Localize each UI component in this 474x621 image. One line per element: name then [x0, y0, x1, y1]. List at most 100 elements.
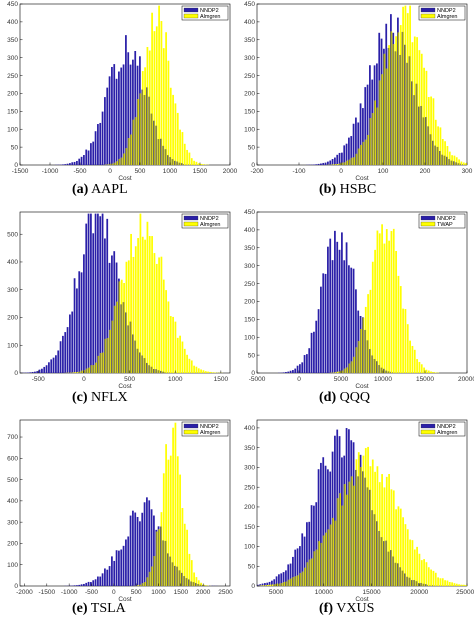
overlap-bar [141, 355, 144, 373]
bar [350, 136, 353, 165]
overlap-bar [346, 160, 348, 165]
bar [83, 254, 85, 373]
legend-swatch [183, 423, 199, 429]
bar [160, 21, 163, 166]
legend-label: Almgren [200, 222, 220, 228]
overlap-bar [381, 367, 383, 373]
bar [97, 576, 99, 586]
bar [366, 84, 369, 165]
overlap-bar [350, 157, 353, 165]
bar [132, 510, 134, 586]
bar [165, 290, 167, 373]
bar [462, 584, 465, 586]
overlap-bar [151, 113, 153, 165]
bar [183, 523, 186, 586]
overlap-bar [141, 89, 144, 165]
bar [143, 502, 146, 586]
plot-frame [256, 419, 468, 587]
bar [285, 372, 287, 373]
bar [146, 221, 149, 373]
x-tick-label: 1500 [214, 376, 229, 383]
bar [317, 163, 320, 165]
overlap-bar [120, 157, 123, 165]
bar [423, 559, 425, 586]
overlap-bar [444, 155, 446, 165]
bar [294, 368, 297, 373]
bar [341, 232, 343, 373]
overlap-bar [367, 134, 369, 165]
x-tick-label: 2000 [223, 168, 238, 175]
bar [162, 473, 165, 586]
bar [336, 164, 339, 165]
overlap-bar [343, 484, 346, 586]
bar [264, 583, 266, 586]
x-tick-label: 500 [131, 589, 142, 596]
bar [71, 162, 74, 165]
bar [399, 508, 402, 586]
bar [57, 350, 60, 373]
overlap-bar [343, 368, 346, 373]
legend-label: NNDP2 [200, 8, 219, 14]
bar [76, 585, 78, 586]
overlap-bar [134, 340, 137, 373]
legend-swatch [420, 7, 436, 13]
bar [108, 566, 111, 586]
bar [94, 131, 97, 165]
bar [409, 340, 411, 373]
bar [402, 517, 404, 586]
y-tick-label: 500 [7, 231, 18, 238]
overlap-bar [441, 154, 444, 165]
y-tick-label: 250 [244, 484, 255, 491]
bar [320, 462, 322, 586]
overlap-bar [179, 162, 181, 165]
bar [104, 97, 106, 165]
overlap-bar [367, 340, 369, 373]
bar [34, 371, 36, 373]
caption-vxus: (f) VXUS [319, 601, 375, 616]
x-axis: -1500 -1000 -500 0 500 1000 1500 2000 [12, 162, 238, 175]
overlap-bar [362, 141, 364, 165]
bar [66, 163, 69, 165]
x-tick-label: -1500 [38, 589, 55, 596]
overlap-bar [364, 139, 367, 165]
bar [343, 260, 346, 373]
bar [320, 286, 322, 373]
series-2-bars [132, 422, 212, 586]
bar [139, 213, 142, 373]
histogram-aapl: -1500 -1000 -500 0 500 1000 1500 2000 0 50 100 150 2… [7, 1, 238, 182]
overlap-bar [341, 162, 343, 165]
overlap-bar [392, 556, 395, 586]
bar [129, 515, 132, 586]
bar [282, 372, 285, 373]
overlap-bar [151, 366, 153, 373]
overlap-bar [139, 584, 141, 586]
bar [324, 273, 327, 373]
bar [62, 164, 64, 165]
bar [122, 64, 125, 165]
bar [352, 123, 355, 165]
y-tick-label: 350 [244, 445, 255, 452]
bar [292, 556, 294, 586]
overlap-bar [141, 583, 144, 586]
bar [41, 368, 43, 373]
y-tick-label: 0 [14, 162, 18, 169]
bar [99, 576, 102, 586]
bar [364, 87, 367, 165]
bar [280, 573, 283, 586]
overlap-bar [165, 149, 167, 165]
bar [313, 331, 315, 373]
bar [425, 369, 428, 373]
bar [115, 550, 118, 586]
bar [296, 548, 299, 586]
overlap-bar [348, 363, 350, 373]
x-axis: -500 0 500 1000 1500 [32, 370, 229, 383]
bar [211, 372, 214, 373]
y-axis: 0 100 200 300 400 500 [7, 231, 23, 377]
overlap-bar [385, 540, 388, 586]
bar [269, 584, 271, 586]
overlap-bar [369, 489, 371, 586]
bar [294, 549, 297, 586]
plot-frame [256, 3, 468, 166]
